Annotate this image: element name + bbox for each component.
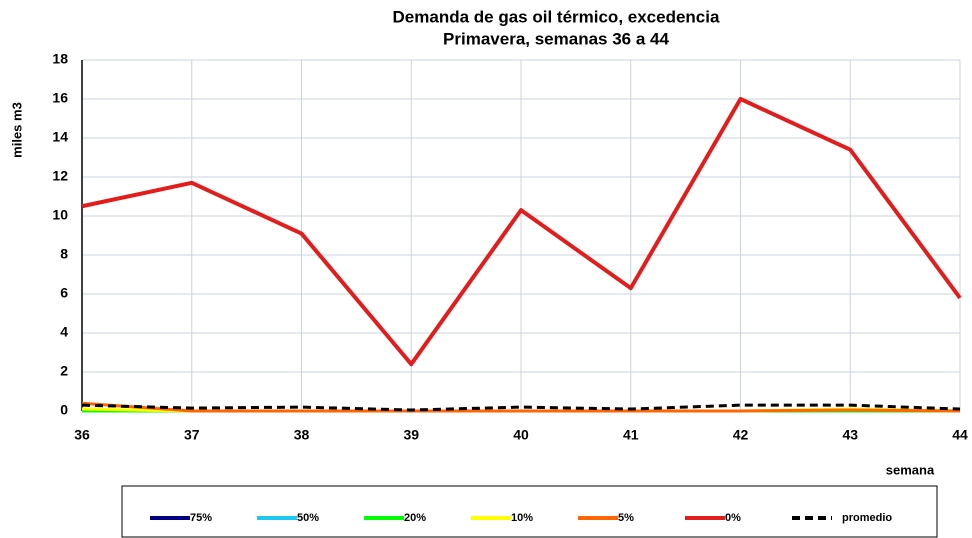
x-tick-label: 38 xyxy=(294,427,310,443)
y-tick-label: 18 xyxy=(52,51,68,67)
legend-label: 10% xyxy=(511,512,533,524)
legend-label: 20% xyxy=(404,512,426,524)
legend-label: 75% xyxy=(190,512,212,524)
legend-label: promedio xyxy=(842,512,892,524)
y-tick-label: 10 xyxy=(52,207,68,223)
y-tick-label: 8 xyxy=(60,246,68,262)
y-tick-label: 14 xyxy=(52,129,68,145)
series-line xyxy=(81,401,961,413)
legend-box xyxy=(121,485,938,538)
x-tick-label: 43 xyxy=(842,427,858,443)
y-tick-label: 0 xyxy=(60,402,68,418)
series-line xyxy=(81,403,961,412)
y-axis-label: miles m3 xyxy=(9,102,24,158)
x-tick-label: 39 xyxy=(403,427,419,443)
y-tick-label: 12 xyxy=(52,168,68,184)
legend-label: 50% xyxy=(297,512,319,524)
x-tick-label: 41 xyxy=(623,427,639,443)
chart-subtitle: Primavera, semanas 36 a 44 xyxy=(443,29,669,48)
legend-label: 5% xyxy=(618,512,634,524)
legend-label: 0% xyxy=(725,512,741,524)
chart-title: Demanda de gas oil térmico, excedencia xyxy=(393,7,720,26)
series-line xyxy=(81,97,962,367)
x-tick-label: 37 xyxy=(184,427,200,443)
y-tick-label: 6 xyxy=(60,285,68,301)
x-tick-label: 40 xyxy=(513,427,529,443)
y-tick-label: 16 xyxy=(52,90,68,106)
x-tick-label: 36 xyxy=(74,427,90,443)
x-tick-label: 42 xyxy=(733,427,749,443)
x-tick-label: 44 xyxy=(952,427,968,443)
x-axis-label: semana xyxy=(886,462,935,477)
y-tick-label: 4 xyxy=(60,324,68,340)
y-tick-label: 2 xyxy=(60,363,68,379)
